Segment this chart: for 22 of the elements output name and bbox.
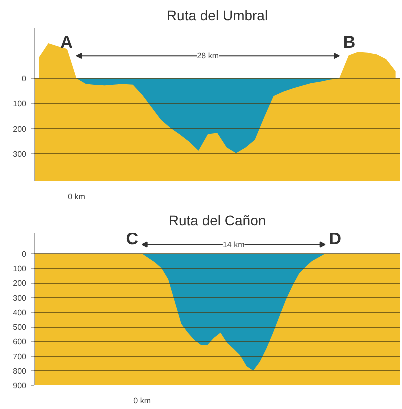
y-tick-label: 300 — [13, 150, 28, 159]
y-tick-label: 200 — [13, 279, 28, 288]
y-tick-label: 500 — [13, 323, 28, 332]
x-tick-label: 0 km — [68, 192, 86, 202]
annotation: 14 km — [222, 240, 246, 250]
y-tick-label: 700 — [13, 352, 28, 362]
y-tick-label: 100 — [13, 264, 28, 274]
y-tick-label: 0 — [22, 74, 28, 84]
y-tick-label: 400 — [13, 308, 28, 318]
x-tick-label: 0 km — [134, 396, 152, 406]
y-tick-label: 300 — [13, 294, 28, 303]
y-tick-label: 600 — [13, 338, 28, 347]
annotation: B — [343, 33, 356, 52]
y-tick-label: 100 — [13, 100, 28, 109]
chart-title: Ruta del Cañon — [168, 212, 266, 228]
y-tick-label: 800 — [13, 366, 28, 376]
chart-title: Ruta del Umbral — [166, 8, 268, 24]
annotation: A — [60, 33, 73, 52]
y-tick-label: 0 — [22, 250, 28, 259]
y-tick-label: 200 — [13, 124, 28, 134]
y-tick-label: 900 — [13, 382, 28, 390]
annotation: 28 km — [197, 52, 220, 61]
